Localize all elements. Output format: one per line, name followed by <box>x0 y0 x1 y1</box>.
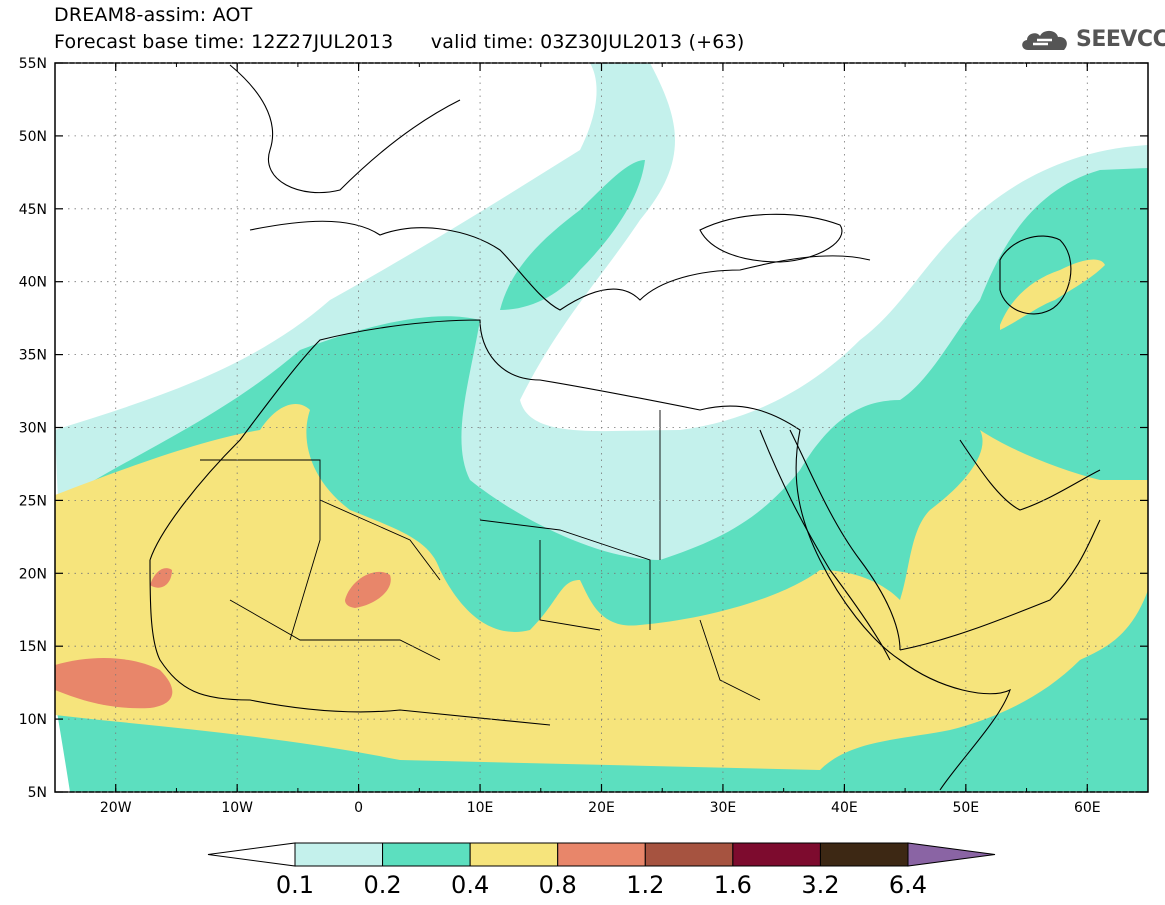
colorbar-level-label: 6.4 <box>889 871 927 899</box>
colorbar-level-label: 0.1 <box>276 871 314 899</box>
colorbar-box <box>732 842 821 867</box>
lon-tick-label: 10W <box>221 800 253 816</box>
lon-tick-label: 30E <box>710 800 737 816</box>
lat-tick-label: 40N <box>19 275 47 291</box>
cloud-logo-icon <box>1022 30 1067 50</box>
lon-tick-label: 40E <box>831 800 858 816</box>
colorbar-box <box>382 842 471 867</box>
lon-tick-label: 60E <box>1074 800 1101 816</box>
logo-text: SEEVCCC <box>1076 26 1165 52</box>
lat-tick-label: 55N <box>19 56 47 72</box>
map-title: DREAM8-assim: AOT <box>54 4 253 26</box>
aot-contour-0.8-senegal <box>55 658 173 709</box>
colorbar-box <box>557 842 646 867</box>
lon-tick-label: 20E <box>588 800 615 816</box>
lat-tick-label: 20N <box>19 566 47 582</box>
lat-tick-label: 50N <box>19 129 47 145</box>
lon-tick-label: 10E <box>467 800 494 816</box>
lat-tick-label: 5N <box>28 785 47 801</box>
lat-tick-label: 15N <box>19 639 47 655</box>
coastlines-and-borders <box>149 64 1101 791</box>
lon-tick-label: 0 <box>354 800 363 816</box>
colorbar-level-label: 0.8 <box>539 871 577 899</box>
lat-tick-label: 10N <box>19 712 47 728</box>
colorbar-box <box>819 842 909 867</box>
colorbar-level-label: 3.2 <box>801 871 839 899</box>
colorbar-box <box>469 842 559 867</box>
seevccc-logo: SEEVCCC <box>1018 24 1165 54</box>
colorbar-level-label: 0.2 <box>363 871 401 899</box>
map-subtitle: Forecast base time: 12Z27JUL2013 valid t… <box>54 31 745 53</box>
aot-contour-0.8-mali <box>345 571 391 608</box>
colorbar-box <box>294 842 384 867</box>
colorbar-level-label: 1.2 <box>626 871 664 899</box>
colorbar-level-label: 1.6 <box>714 871 752 899</box>
aot-contour-0.2-adriatic <box>500 160 645 310</box>
lon-tick-label: 20W <box>100 800 132 816</box>
aot-contour-0.4 <box>55 404 1148 770</box>
colorbar-over-triangle <box>907 842 996 867</box>
lon-tick-label: 50E <box>952 800 979 816</box>
colorbar-box <box>644 842 734 867</box>
lat-tick-label: 30N <box>19 421 47 437</box>
axis-ticks: 20W 10W 0 10E 20E 30E 40E 50E 60E 55N 50N 45N 40N 35N… <box>19 56 1149 816</box>
colorbar-level-label: 0.4 <box>451 871 489 899</box>
aot-contour-0.4-caspian <box>1000 259 1105 330</box>
colorbar-under-triangle <box>207 842 296 867</box>
lat-tick-label: 45N <box>19 202 47 218</box>
lat-tick-label: 25N <box>19 493 47 509</box>
colorbar: 0.1 0.2 0.4 0.8 1.2 1.6 3.2 6.4 <box>207 842 996 899</box>
lat-tick-label: 35N <box>19 348 47 364</box>
